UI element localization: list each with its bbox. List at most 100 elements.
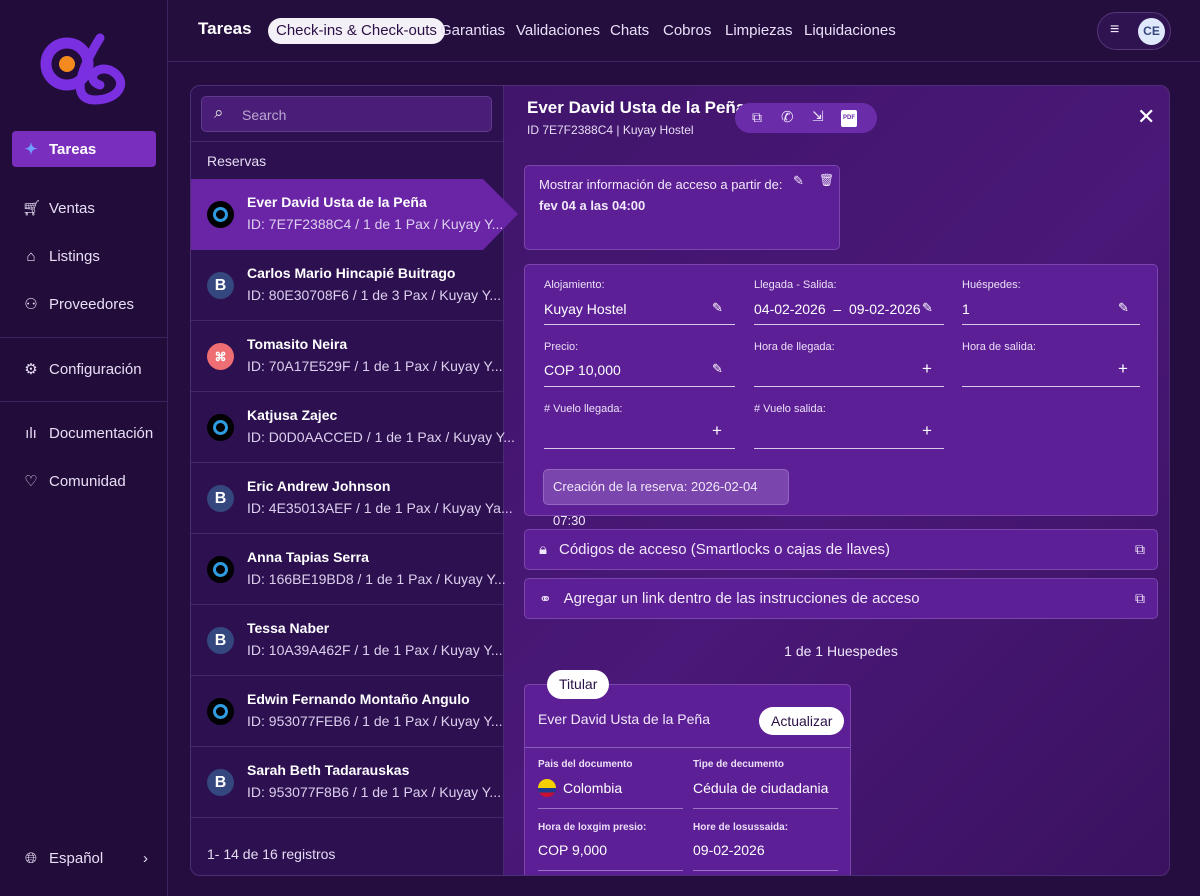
reservation-info: ID: D0D0AACCED / 1 de 1 Pax / Kuyay Y...: [247, 429, 515, 445]
tab-garantias[interactable]: Garantias: [440, 22, 506, 39]
cart-icon: 🛒︎: [22, 200, 42, 217]
reservation-info: ID: 7E7F2388C4 / 1 de 1 Pax / Kuyay Y...: [247, 216, 504, 232]
list-item[interactable]: ⌘ Tomasito Neira ID: 70A17E529F / 1 de 1 P…: [191, 321, 503, 392]
globe-icon: 🌐︎: [24, 849, 37, 867]
booking-icon: B: [207, 272, 234, 299]
huespedes-label: Huéspedes:: [962, 279, 1021, 291]
divider: [525, 747, 850, 748]
tab-limpiezas[interactable]: Limpiezas: [725, 22, 793, 39]
external-link-icon: ⧉: [1135, 590, 1145, 606]
search-input[interactable]: ⌕ Search: [201, 96, 492, 132]
field-underline: [962, 324, 1140, 325]
guest-name: Katjusa Zajec: [247, 407, 338, 423]
pencil-icon[interactable]: ✎: [922, 300, 933, 315]
sidebar-item-tareas[interactable]: ✦ Tareas: [12, 131, 156, 167]
plus-icon[interactable]: +: [1118, 359, 1128, 378]
sidebar-item-listings[interactable]: ⌂ Listings: [12, 238, 156, 274]
chevron-right-icon: ›: [143, 849, 148, 867]
list-item[interactable]: B Tessa Naber ID: 10A39A462F / 1 de 1 Pax …: [191, 605, 503, 676]
sidebar-item-label: Comunidad: [49, 472, 126, 490]
field4-label: Hore de losussaida:: [693, 822, 789, 833]
pencil-icon[interactable]: ✎: [712, 300, 723, 315]
sidebar-item-proveedores[interactable]: ⚇ Proveedores: [12, 286, 156, 322]
add-link-label: Agregar un link dentro de las instruccio…: [563, 590, 920, 607]
list-item[interactable]: Ever David Usta de la Peña ID: 7E7F2388C4…: [191, 179, 503, 250]
avatar[interactable]: CE: [1138, 18, 1165, 45]
field-underline: [544, 386, 735, 387]
plus-icon[interactable]: +: [922, 359, 932, 378]
home-icon: ⌂: [26, 247, 36, 265]
list-item[interactable]: Edwin Fernando Montaño Angulo ID: 953077F…: [191, 676, 503, 747]
list-item[interactable]: B Sarah Beth Tadarauskas ID: 953077F8B6 / …: [191, 747, 503, 818]
reservation-form: Alojamiento: Kuyay Hostel ✎ Llegada - Sa…: [524, 264, 1158, 528]
access-codes-button[interactable]: 🔒︎ Códigos de acceso (Smartlocks o cajas …: [524, 529, 1158, 570]
tab-liquidaciones[interactable]: Liquidaciones: [804, 22, 896, 39]
sidebar-item-label: Configuración: [49, 360, 142, 378]
language-selector[interactable]: 🌐︎ Español ›: [12, 840, 152, 876]
plus-icon[interactable]: +: [922, 421, 932, 440]
export-icon[interactable]: ⇲: [812, 108, 824, 124]
huespedes-field[interactable]: 1: [962, 301, 970, 317]
titular-badge: Titular: [547, 670, 610, 699]
pdf-icon[interactable]: PDF: [841, 110, 857, 127]
pencil-icon[interactable]: ✎: [793, 173, 804, 188]
source-icon: [207, 698, 234, 725]
sidebar-item-comunidad[interactable]: ♡ Comunidad: [12, 463, 156, 499]
whatsapp-icon[interactable]: ✆: [781, 109, 794, 126]
topbar: Tareas Check-ins & Check-outs Garantias …: [168, 0, 1200, 62]
sidebar-item-label: Tareas: [49, 140, 97, 158]
colombia-flag-icon: [538, 779, 556, 797]
list-item[interactable]: B Eric Andrew Johnson ID: 4E35013AEF / 1 d…: [191, 463, 513, 534]
sidebar-item-configuracion[interactable]: ⚙ Configuración: [12, 351, 156, 387]
field3-label: Hora de loxgim presio:: [538, 822, 647, 833]
sparkles-icon: ✦: [24, 141, 38, 158]
list-item[interactable]: B Carlos Mario Hincapié Buitrago ID: 80E30…: [191, 250, 503, 321]
tab-validaciones[interactable]: Validaciones: [516, 22, 600, 39]
pais-value: Colombia: [563, 780, 623, 796]
trash-icon[interactable]: 🗑︎: [819, 173, 835, 187]
pencil-icon[interactable]: ✎: [1118, 300, 1129, 315]
pencil-icon[interactable]: ✎: [712, 361, 723, 376]
sidebar-item-documentacion[interactable]: ılı Documentación: [12, 415, 156, 451]
bar-chart-icon: ılı: [25, 424, 37, 442]
list-item[interactable]: Anna Tapias Serra ID: 166BE19BD8 / 1 de 1…: [191, 534, 506, 605]
guest-card: Ever David Usta de la Peña Actualizar Pa…: [524, 684, 851, 875]
lock-icon: 🔒︎: [539, 541, 547, 558]
heart-icon: ♡: [24, 473, 38, 490]
update-button[interactable]: Actualizar: [759, 707, 845, 735]
booking-icon: B: [207, 769, 234, 796]
field-underline: [538, 808, 683, 809]
guest-name: Carlos Mario Hincapié Buitrago: [247, 265, 456, 281]
precio-field[interactable]: COP 10,000: [544, 362, 621, 378]
tab-cobros[interactable]: Cobros: [663, 22, 712, 39]
add-link-button[interactable]: ⚭ Agregar un link dentro de las instrucci…: [524, 578, 1158, 619]
sidebar: ✦ Tareas 🛒︎ Ventas ⌂ Listings ⚇ Proveedores …: [0, 0, 168, 896]
reservation-info: ID: 953077FEB6 / 1 de 1 Pax / Kuyay Y...: [247, 713, 503, 729]
airbnb-icon: ⌘: [207, 343, 234, 370]
list-heading: Reservas: [207, 153, 267, 169]
page-title: Tareas: [198, 19, 252, 38]
reservation-info: ID: 10A39A462F / 1 de 1 Pax / Kuyay Y...: [247, 642, 503, 658]
tab-chats[interactable]: Chats: [610, 22, 650, 39]
source-icon: [207, 201, 234, 228]
tab-check-ins[interactable]: Check-ins & Check-outs: [268, 18, 445, 44]
sidebar-item-label: Ventas: [49, 199, 95, 217]
field3-value: COP 9,000: [538, 842, 608, 858]
sidebar-item-ventas[interactable]: 🛒︎ Ventas: [12, 190, 156, 226]
plus-icon[interactable]: +: [712, 421, 722, 440]
alojamiento-field[interactable]: Kuyay Hostel: [544, 301, 627, 317]
precio-label: Precio:: [544, 341, 579, 353]
tipo-value: Cédula de ciudadania: [693, 780, 829, 796]
sidebar-item-label: Listings: [49, 247, 100, 265]
copy-icon[interactable]: ⧉: [752, 109, 762, 125]
reservation-info: ID: 953077F8B6 / 1 de 1 Pax / Kuyay Y...: [247, 784, 501, 800]
alojamiento-label: Alojamiento:: [544, 279, 605, 291]
user-menu[interactable]: ≡ CE: [1097, 12, 1171, 50]
pais-label: Pais del documento: [538, 759, 633, 770]
fechas-field[interactable]: 04-02-2026 – 09-02-2026: [754, 301, 921, 317]
list-item[interactable]: Katjusa Zajec ID: D0D0AACCED / 1 de 1 Pax…: [191, 392, 515, 463]
guest-name: Edwin Fernando Montaño Angulo: [247, 691, 470, 707]
booking-icon: B: [207, 627, 234, 654]
access-info-card: Mostrar información de acceso a partir d…: [524, 165, 840, 250]
close-icon[interactable]: ✕: [1137, 104, 1156, 129]
